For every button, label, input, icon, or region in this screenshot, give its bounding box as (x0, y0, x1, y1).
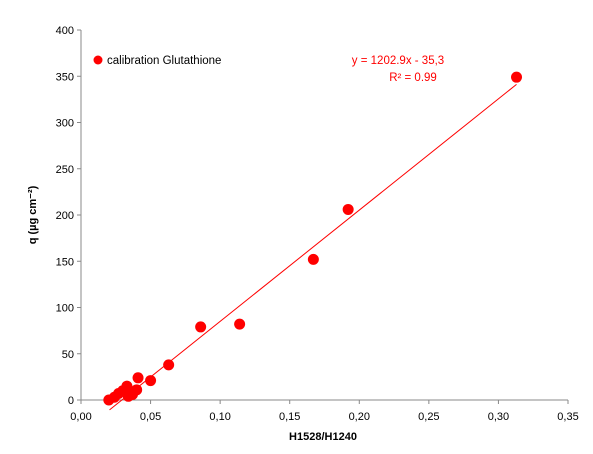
y-tick-label: 200 (56, 210, 74, 222)
legend-label: calibration Glutathione (107, 55, 221, 67)
data-point (132, 372, 144, 384)
y-tick-label: 250 (56, 164, 74, 176)
data-point (145, 375, 157, 387)
trendline-equation: y = 1202.9x - 35,3 R² = 0.99 (352, 55, 444, 84)
plot-frame (80, 30, 568, 401)
r-squared-label: R² = 0.99 (389, 72, 437, 84)
y-tick-label: 100 (56, 303, 74, 315)
x-tick-label: 0,05 (140, 411, 161, 423)
trendline (109, 83, 517, 411)
legend: calibration Glutathione (93, 55, 221, 67)
data-point (121, 380, 133, 392)
x-tick-label: 0,00 (70, 411, 91, 423)
data-point (163, 359, 175, 371)
y-tick-label: 350 (56, 71, 74, 83)
x-tick-label: 0,30 (488, 411, 509, 423)
y-tick-label: 150 (56, 256, 74, 268)
y-tick-label: 300 (56, 118, 74, 130)
data-point (234, 318, 246, 330)
data-points (103, 71, 523, 406)
data-point (131, 384, 143, 396)
trendline-group (109, 83, 517, 411)
y-axis-title: q (µg cm⁻²) (27, 185, 39, 244)
data-point (342, 203, 354, 215)
y-tick-label: 400 (56, 25, 74, 37)
x-tick-label: 0,10 (209, 411, 230, 423)
legend-marker (93, 55, 103, 65)
x-tick-label: 0,25 (418, 411, 439, 423)
x-axis-ticks: 0,00 0,05 0,10 0,15 0,20 0,25 0,30 0,35 (70, 400, 579, 423)
y-tick-label: 50 (62, 349, 74, 361)
data-point (195, 321, 207, 333)
x-tick-label: 0,20 (349, 411, 370, 423)
x-tick-label: 0,35 (557, 411, 578, 423)
equation-label: y = 1202.9x - 35,3 (352, 55, 444, 67)
y-axis-ticks: 0 50 100 150 200 250 300 350 400 (56, 25, 81, 407)
x-axis-title: H1528/H1240 (289, 431, 357, 443)
data-point (307, 253, 319, 265)
y-tick-label: 0 (68, 395, 74, 407)
x-tick-label: 0,15 (279, 411, 300, 423)
data-point (511, 71, 523, 83)
